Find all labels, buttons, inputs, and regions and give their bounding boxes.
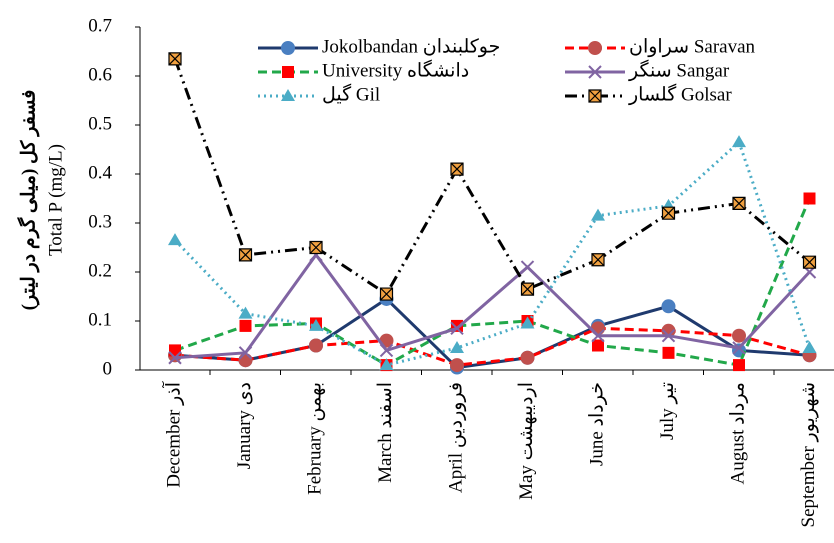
legend-marker bbox=[281, 89, 295, 101]
series bbox=[168, 321, 817, 373]
x-tick-label: June خرداد bbox=[586, 382, 607, 466]
point bbox=[379, 358, 394, 371]
point bbox=[168, 52, 182, 66]
point bbox=[802, 255, 817, 269]
point bbox=[309, 240, 323, 255]
point bbox=[450, 321, 464, 336]
point bbox=[732, 341, 746, 355]
y-axis-title: Total P (mg/L) bbox=[45, 144, 66, 256]
legend-label: Jokolbandan جوکلبندان bbox=[322, 36, 500, 57]
legend-label: University دانشگاه bbox=[322, 58, 469, 81]
point bbox=[520, 316, 535, 329]
legend-marker bbox=[588, 41, 602, 55]
point bbox=[238, 306, 253, 319]
point bbox=[238, 346, 253, 360]
legend-label: سراوان Saravan bbox=[629, 36, 756, 57]
x-tick-label: February بهمن bbox=[304, 382, 325, 495]
point bbox=[732, 196, 746, 210]
point bbox=[661, 206, 676, 220]
point bbox=[238, 248, 253, 262]
point bbox=[732, 135, 746, 148]
x-tick-label: September شهریور bbox=[798, 382, 819, 527]
legend-marker bbox=[282, 66, 294, 78]
x-tick-label: December آذر bbox=[161, 381, 184, 487]
point bbox=[168, 233, 182, 246]
point bbox=[309, 318, 323, 331]
series-line bbox=[173, 139, 811, 367]
point bbox=[379, 287, 394, 301]
point bbox=[661, 299, 676, 314]
point bbox=[520, 260, 535, 274]
point bbox=[591, 208, 605, 221]
series-line bbox=[174, 197, 811, 367]
legend-marker bbox=[588, 89, 602, 103]
y-tick-label: 0.7 bbox=[88, 15, 112, 36]
point bbox=[450, 340, 464, 353]
point bbox=[238, 353, 253, 368]
point bbox=[802, 340, 817, 353]
point bbox=[661, 323, 676, 338]
series bbox=[168, 52, 817, 301]
point bbox=[520, 282, 535, 296]
y-tick-label: 0.6 bbox=[88, 64, 112, 85]
point bbox=[592, 339, 604, 352]
point bbox=[450, 162, 464, 176]
x-tick-label: January دی bbox=[234, 382, 255, 469]
x-tick-label: April فروردین bbox=[445, 382, 466, 493]
y-tick-label: 0.3 bbox=[88, 211, 112, 232]
point bbox=[450, 358, 464, 373]
point bbox=[379, 343, 394, 358]
series-line bbox=[174, 252, 811, 360]
y-tick-label: 0.4 bbox=[88, 162, 112, 183]
point bbox=[733, 359, 745, 372]
x-tick-label: July تیر bbox=[657, 382, 678, 440]
point bbox=[661, 328, 676, 343]
point bbox=[520, 350, 535, 365]
legend-label: گیل Gil bbox=[322, 82, 380, 105]
legend-marker bbox=[281, 41, 295, 55]
x-tick-label: August مرداد bbox=[727, 382, 748, 485]
y-tick-label: 0 bbox=[103, 358, 113, 379]
y-tick-label: 0.1 bbox=[88, 309, 112, 330]
series-line bbox=[174, 326, 810, 367]
legend-label: گلسار Golsar bbox=[628, 82, 732, 105]
legend-marker bbox=[588, 65, 602, 79]
point bbox=[168, 351, 182, 365]
y-tick-label: 0.2 bbox=[88, 260, 112, 281]
series-line bbox=[173, 58, 811, 297]
point bbox=[591, 253, 605, 267]
point bbox=[662, 346, 675, 359]
point bbox=[309, 338, 323, 353]
point bbox=[732, 328, 746, 343]
y-axis-title-fa: فسفر کل (میلی گرم در لیتر) bbox=[16, 90, 39, 311]
legend-label: سنگر Sangar bbox=[628, 58, 730, 81]
series bbox=[168, 248, 817, 365]
point bbox=[803, 192, 816, 205]
x-tick-label: May اردیبهشت bbox=[516, 382, 537, 500]
point bbox=[591, 328, 605, 343]
x-tick-label: March اسفند bbox=[375, 382, 396, 483]
y-tick-label: 0.5 bbox=[88, 113, 112, 134]
point bbox=[239, 319, 252, 332]
